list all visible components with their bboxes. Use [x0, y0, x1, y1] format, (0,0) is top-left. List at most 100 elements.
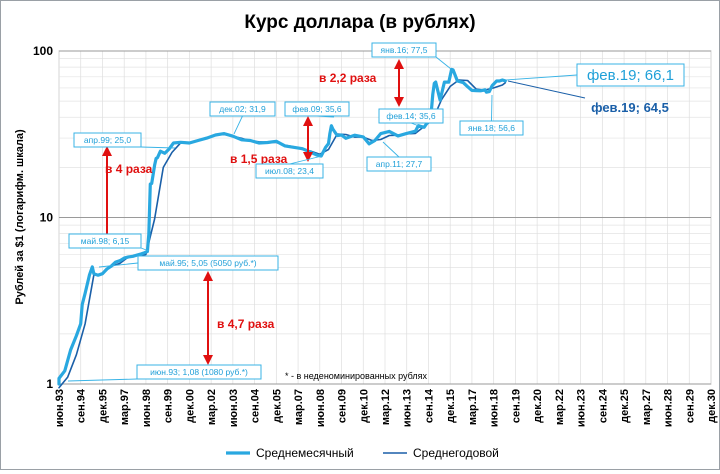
annotation-label: апр.99; 25,0: [84, 135, 131, 145]
annotation-box: [68, 233, 142, 249]
annotation: июн.93; 1,08 (1080 руб.*): [67, 364, 262, 382]
annotation: апр.99; 25,0: [73, 132, 176, 149]
x-tick-label: дек.30: [706, 389, 718, 423]
ratio-arrows: в 4 раза в 1,5 раза в 2,2 раза в 4,7 раза: [102, 59, 404, 365]
annotation-box: [366, 156, 432, 172]
annotation-label: фев.19; 64,5: [591, 100, 669, 115]
x-tick-label: мар.27: [641, 389, 653, 425]
annotation: май.95; 5,05 (5050 руб.*): [98, 255, 279, 271]
y-axis-label: Рублей за $1 (логарифм. шкала): [14, 129, 26, 305]
annotation-label: янв.16; 77,5: [381, 45, 428, 55]
annotation-box: [73, 132, 142, 148]
annotation-label: фев.19; 66,1: [587, 67, 674, 84]
x-tick-label: мар.97: [119, 389, 131, 425]
annotation: фев.19; 64,5: [507, 80, 669, 115]
footnote: * - в неденоминированных рублях: [285, 371, 427, 381]
x-tick-label: сен.29: [684, 389, 696, 423]
x-tick-label: мар.17: [467, 389, 479, 425]
legend-label: Среднегодовой: [413, 446, 499, 460]
annotation: апр.11; 27,7: [366, 141, 432, 172]
y-axis-ticks: 1 10 100: [33, 44, 53, 391]
ratio-label: в 4 раза: [105, 162, 153, 176]
annotation-leader: [233, 115, 243, 135]
y-tick-label: 1: [46, 377, 53, 391]
ratio-label: в 2,2 раза: [319, 71, 377, 85]
annotation-box: [378, 108, 444, 124]
annotation-label: май.95; 5,05 (5050 руб.*): [159, 258, 256, 268]
annotation-box: [371, 42, 437, 58]
x-tick-label: сен.99: [163, 389, 175, 423]
x-tick-label: июн.13: [402, 389, 414, 427]
y-tick-label: 10: [40, 211, 54, 225]
x-tick-label: июн.03: [228, 389, 240, 427]
x-tick-label: дек.10: [358, 389, 370, 423]
x-tick-label: дек.15: [445, 389, 457, 423]
annotation-leader: [491, 94, 493, 122]
x-tick-label: сен.14: [423, 388, 435, 423]
x-tick-label: дек.00: [184, 389, 196, 423]
annotation-label: янв.18; 56,6: [468, 123, 515, 133]
annotation-box: [284, 101, 350, 117]
annotation-box: [255, 163, 324, 179]
annotation-box: [136, 364, 262, 380]
x-tick-label: июн.08: [315, 389, 327, 427]
annotation-leader: [507, 80, 586, 99]
x-tick-label: сен.04: [250, 388, 262, 423]
x-tick-label: мар.07: [293, 389, 305, 425]
annotation-leader: [505, 74, 578, 81]
annotation: фев.09; 35,6: [284, 101, 350, 118]
x-tick-label: июн.93: [54, 389, 66, 427]
annotation-leader: [435, 56, 452, 70]
annotation-leader: [140, 146, 176, 149]
annotation: июл.08; 23,4: [255, 155, 324, 179]
annotation: дек.02; 31,9: [209, 101, 276, 135]
legend-label: Среднемесячный: [256, 446, 354, 460]
ratio-label: в 4,7 раза: [217, 317, 275, 331]
x-tick-label: июн.18: [489, 389, 501, 427]
x-tick-label: сен.94: [76, 388, 88, 423]
annotation-label: дек.02; 31,9: [219, 104, 266, 114]
x-tick-label: мар.02: [206, 389, 218, 425]
annotation-label: июл.08; 23,4: [265, 166, 314, 176]
x-axis-ticks: июн.93 сен.94 дек.95 мар.97 июн.98 сен.99 дек.…: [54, 388, 718, 427]
annotation-leader: [98, 262, 139, 268]
annotation-box: [576, 63, 685, 87]
annotation: май.98; 6,15: [68, 233, 150, 252]
annotation-leader: [140, 247, 150, 252]
annotation-leader: [289, 155, 323, 165]
y-tick-label: 100: [33, 44, 53, 58]
x-tick-label: сен.09: [337, 389, 349, 423]
x-tick-label: сен.24: [597, 388, 609, 423]
x-tick-label: июн.98: [141, 389, 153, 427]
annotations: июн.93; 1,08 (1080 руб.*) май.95; 5,05 (5…: [67, 42, 685, 382]
x-tick-label: дек.95: [97, 389, 109, 423]
x-tick-label: дек.05: [271, 389, 283, 423]
annotation: янв.16; 77,5: [371, 42, 452, 70]
x-tick-label: мар.22: [554, 389, 566, 425]
annotation-label: май.98; 6,15: [81, 236, 130, 246]
x-tick-label: дек.20: [532, 389, 544, 423]
x-tick-label: сен.19: [510, 389, 522, 423]
annotation-box: [209, 101, 276, 117]
series-line-0: [57, 67, 507, 386]
annotation-label: фев.14; 35,6: [386, 111, 436, 121]
x-tick-label: мар.12: [380, 389, 392, 425]
x-tick-label: июн.23: [576, 389, 588, 427]
annotation-leader: [67, 378, 138, 382]
annotation-label: июн.93; 1,08 (1080 руб.*): [150, 367, 248, 377]
x-tick-label: июн.28: [663, 389, 675, 427]
annotation-leader: [382, 141, 400, 158]
legend: Среднемесячный Среднегодовой: [226, 446, 499, 460]
x-tick-label: дек.25: [619, 389, 631, 423]
annotation: янв.18; 56,6: [459, 94, 524, 136]
ratio-label: в 1,5 раза: [230, 152, 288, 166]
annotation-label: апр.11; 27,7: [376, 159, 423, 169]
annotation-label: фев.09; 35,6: [292, 104, 342, 114]
annotation: фев.19; 66,1: [505, 63, 685, 87]
annotation-box: [459, 120, 524, 136]
chart-title: Курс доллара (в рублях): [244, 12, 475, 33]
annotation-box: [137, 255, 279, 271]
annotation: фев.14; 35,6: [378, 108, 444, 127]
